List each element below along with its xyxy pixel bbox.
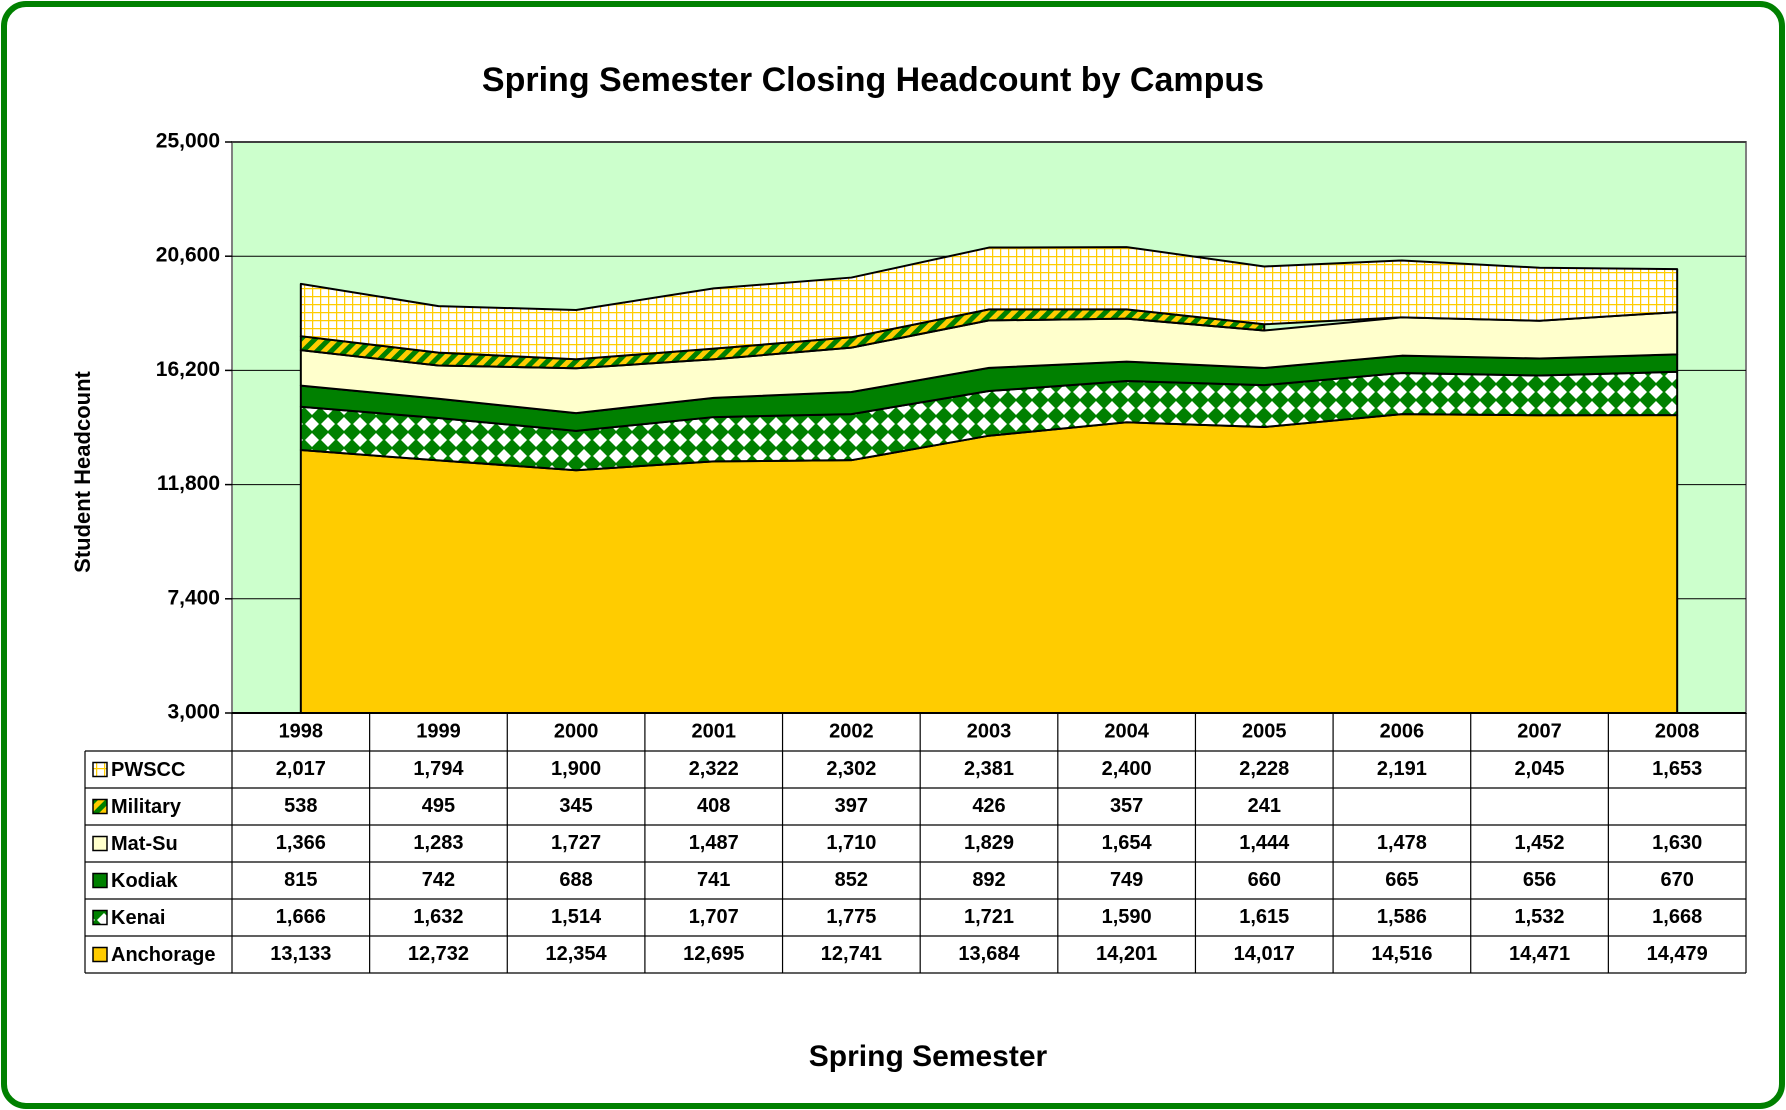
table-cell: 426	[972, 795, 1005, 817]
table-cell: 14,017	[1234, 943, 1295, 965]
table-cell: 1,727	[551, 832, 601, 854]
table-cell: 495	[422, 795, 455, 817]
y-tick-label: 20,600	[156, 244, 220, 267]
table-cell: 12,732	[408, 943, 469, 965]
legend-label: Kodiak	[111, 870, 179, 892]
table-cell: 1,366	[276, 832, 326, 854]
table-cell: 14,479	[1647, 943, 1708, 965]
table-cell: 1,653	[1652, 758, 1702, 780]
legend-label: Anchorage	[111, 944, 215, 966]
x-tick-label: 2005	[1242, 720, 1287, 742]
table-cell: 1,775	[826, 906, 876, 928]
x-tick-label: 2001	[691, 720, 736, 742]
legend-label: Mat-Su	[111, 833, 178, 855]
table-cell: 1,707	[689, 906, 739, 928]
table-cell: 1,283	[413, 832, 463, 854]
legend-key	[92, 835, 108, 852]
table-cell: 1,487	[689, 832, 739, 854]
table-cell: 656	[1523, 869, 1556, 891]
table-cell: 1,615	[1239, 906, 1289, 928]
y-tick-label: 11,800	[157, 472, 220, 495]
table-cell: 741	[697, 869, 730, 891]
y-tick-label: 16,200	[156, 358, 220, 381]
table-cell: 1,829	[964, 832, 1014, 854]
x-tick-label: 2006	[1380, 720, 1425, 742]
table-cell: 1,514	[551, 906, 602, 928]
table-cell: 1,452	[1515, 832, 1565, 854]
legend-key	[92, 761, 108, 778]
table-cell: 892	[972, 869, 1005, 891]
table-cell: 815	[284, 869, 317, 891]
table-cell: 2,322	[689, 758, 739, 780]
table-cell: 1,632	[413, 906, 463, 928]
table-cell: 2,045	[1515, 758, 1565, 780]
table-cell: 670	[1660, 869, 1693, 891]
table-cell: 1,444	[1239, 832, 1290, 854]
table-cell: 1,668	[1652, 906, 1702, 928]
table-cell: 357	[1110, 795, 1143, 817]
table-cell: 1,590	[1102, 906, 1152, 928]
x-tick-label: 2003	[967, 720, 1012, 742]
table-cell: 12,354	[546, 943, 608, 965]
table-cell: 2,228	[1239, 758, 1289, 780]
legend-key	[92, 909, 108, 926]
x-tick-label: 2007	[1517, 720, 1562, 742]
y-tick-label: 3,000	[167, 701, 220, 724]
x-axis-label: Spring Semester	[809, 1040, 1048, 1073]
y-tick-label: 7,400	[167, 586, 220, 609]
table-cell: 408	[697, 795, 730, 817]
table-cell: 2,302	[826, 758, 876, 780]
table-cell: 1,478	[1377, 832, 1427, 854]
table-cell: 1,900	[551, 758, 601, 780]
table-cell: 13,684	[958, 943, 1020, 965]
table-cell: 2,191	[1377, 758, 1427, 780]
table-cell: 2,017	[276, 758, 326, 780]
legend-label: Kenai	[111, 907, 165, 929]
table-cell: 397	[835, 795, 868, 817]
y-tick-label: 25,000	[156, 130, 220, 153]
table-cell: 1,666	[276, 906, 326, 928]
table-cell: 14,471	[1509, 943, 1570, 965]
x-tick-label: 1998	[279, 720, 324, 742]
areas	[299, 246, 1679, 713]
legend-key	[92, 946, 108, 963]
table-cell: 665	[1385, 869, 1418, 891]
table-cell: 1,794	[413, 758, 464, 780]
table-cell: 749	[1110, 869, 1143, 891]
table-cell: 14,201	[1096, 943, 1157, 965]
chart-title: Spring Semester Closing Headcount by Cam…	[482, 61, 1264, 99]
y-axis-label: Student Headcount	[70, 370, 95, 572]
table-cell: 1,654	[1102, 832, 1153, 854]
x-tick-label: 2004	[1104, 720, 1149, 742]
table-cell: 345	[559, 795, 592, 817]
table-cell: 538	[284, 795, 317, 817]
table-cell: 1,630	[1652, 832, 1702, 854]
table-cell: 688	[559, 869, 592, 891]
table-cell: 2,400	[1102, 758, 1152, 780]
legend-label: PWSCC	[111, 759, 185, 781]
x-tick-label: 2008	[1655, 720, 1700, 742]
x-tick-label: 2000	[554, 720, 599, 742]
table-cell: 13,133	[270, 943, 331, 965]
legend-key	[92, 872, 108, 889]
table-cell: 742	[422, 869, 455, 891]
table-cell: 14,516	[1371, 943, 1432, 965]
table-cell: 12,695	[683, 943, 744, 965]
table-cell: 660	[1248, 869, 1281, 891]
table-cell: 1,532	[1515, 906, 1565, 928]
table-cell: 2,381	[964, 758, 1014, 780]
legend-key	[92, 798, 108, 815]
table-cell: 1,721	[964, 906, 1014, 928]
area	[299, 246, 1679, 361]
table-cell: 12,741	[821, 943, 882, 965]
table-cell: 241	[1248, 795, 1281, 817]
legend-label: Military	[111, 796, 182, 818]
table-cell: 852	[835, 869, 868, 891]
table-cell: 1,586	[1377, 906, 1427, 928]
x-tick-label: 1999	[416, 720, 461, 742]
x-tick-label: 2002	[829, 720, 874, 742]
table-cell: 1,710	[826, 832, 876, 854]
